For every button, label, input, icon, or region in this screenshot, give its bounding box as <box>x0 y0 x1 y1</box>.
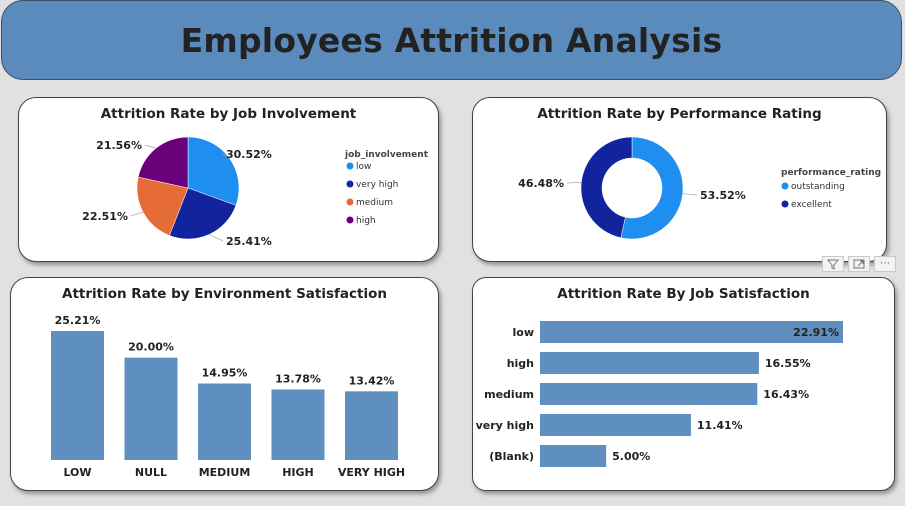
job-involvement-card[interactable]: Attrition Rate by Job Involvement 30.52%… <box>18 97 439 262</box>
x-tick-label: LOW <box>63 466 91 479</box>
chart-title: Attrition Rate by Environment Satisfacti… <box>62 286 387 302</box>
bar-high <box>271 389 325 460</box>
x-tick-label: MEDIUM <box>199 466 251 479</box>
data-label: 22.51% <box>82 210 128 223</box>
legend-title: job_involvement <box>344 150 429 160</box>
pie-leader-line <box>130 211 144 217</box>
data-label: 22.91% <box>793 326 839 339</box>
dashboard-header: Employees Attrition Analysis <box>1 0 902 80</box>
data-label: 30.52% <box>226 148 272 161</box>
x-tick-label: VERY HIGH <box>338 466 405 479</box>
donut-leader-line <box>566 181 582 184</box>
bar-medium <box>198 383 251 460</box>
data-label: 53.52% <box>700 189 746 202</box>
focus-mode-icon[interactable] <box>848 256 870 272</box>
data-label: 16.55% <box>765 357 811 370</box>
more-options-icon[interactable]: ⋯ <box>874 256 896 272</box>
donut-slice-excellent <box>580 136 633 239</box>
visual-header-toolbar: ⋯ <box>814 256 896 274</box>
data-label: 5.00% <box>612 450 650 463</box>
bar-very-high <box>540 414 691 436</box>
y-tick-label: (Blank) <box>489 450 534 463</box>
y-tick-label: high <box>507 357 534 370</box>
pie-leader-line <box>144 144 157 149</box>
chart-title: Attrition Rate by Performance Rating <box>537 106 822 122</box>
x-tick-label: HIGH <box>282 466 314 479</box>
environment-satisfaction-card[interactable]: Attrition Rate by Environment Satisfacti… <box>10 277 439 491</box>
donut-slice-outstanding <box>620 136 684 240</box>
data-label: 16.43% <box>763 388 809 401</box>
bar-low <box>540 321 843 343</box>
performance-rating-card[interactable]: Attrition Rate by Performance Rating 53.… <box>472 97 887 262</box>
pie-slice-medium <box>136 176 189 236</box>
data-label: 11.41% <box>697 419 743 432</box>
environment-satisfaction-bar-chart[interactable]: 25.21% LOW 20.00% NULL 14.95% MEDIUM 13.78% HIG… <box>11 278 440 492</box>
y-tick-label: very high <box>476 419 534 432</box>
bar-very-high <box>345 391 398 460</box>
data-label: 25.21% <box>55 314 101 327</box>
data-label: 46.48% <box>518 177 564 190</box>
donut-leader-line <box>682 193 698 196</box>
bar-low <box>51 331 104 460</box>
chart-title: Attrition Rate by Job Involvement <box>100 106 357 122</box>
y-tick-label: medium <box>484 388 534 401</box>
job-involvement-pie-chart[interactable]: 30.52% 25.41% 22.51% 21.56% job_involvementl… <box>19 98 440 263</box>
data-label: 14.95% <box>202 367 248 380</box>
data-label: 20.00% <box>128 341 174 354</box>
data-label: 21.56% <box>96 139 142 152</box>
data-label: 25.41% <box>226 235 272 248</box>
dashboard-title: Employees Attrition Analysis <box>180 20 723 60</box>
legend-marker <box>346 162 354 170</box>
bar-medium <box>540 383 758 405</box>
bar-blank <box>540 445 607 467</box>
x-tick-label: NULL <box>135 466 167 479</box>
legend-title: performance_rating <box>781 168 881 178</box>
legend-item-label: very high <box>356 180 398 190</box>
legend-marker <box>346 216 354 224</box>
legend-marker <box>781 182 789 190</box>
legend-marker <box>346 180 354 188</box>
data-label: 13.78% <box>275 372 321 385</box>
y-tick-label: low <box>513 326 535 339</box>
pie-leader-line <box>208 234 224 242</box>
legend-marker <box>781 200 789 208</box>
pie-slice-high <box>137 136 189 189</box>
legend-item-label: medium <box>356 198 393 208</box>
performance-rating-donut-chart[interactable]: 53.52% 46.48% performance_rating outstandin… <box>473 98 888 263</box>
legend-item-label: outstanding <box>791 182 845 192</box>
bar-high <box>540 352 759 374</box>
job-satisfaction-bar-chart[interactable]: low 22.91% high 16.55% medium 16.43% very high… <box>473 278 896 492</box>
data-label: 13.42% <box>349 374 395 387</box>
pie-slice-very-high <box>169 187 237 240</box>
legend-marker <box>346 198 354 206</box>
bar-null <box>124 357 178 460</box>
job-satisfaction-card[interactable]: Attrition Rate By Job Satisfaction low 22… <box>472 277 895 491</box>
filter-icon[interactable] <box>822 256 844 272</box>
legend-item-label: low <box>356 162 371 172</box>
legend-item-label: high <box>356 216 376 226</box>
legend-item-label: excellent <box>791 200 832 210</box>
chart-title: Attrition Rate By Job Satisfaction <box>557 286 810 302</box>
pie-leader-line <box>222 153 230 160</box>
